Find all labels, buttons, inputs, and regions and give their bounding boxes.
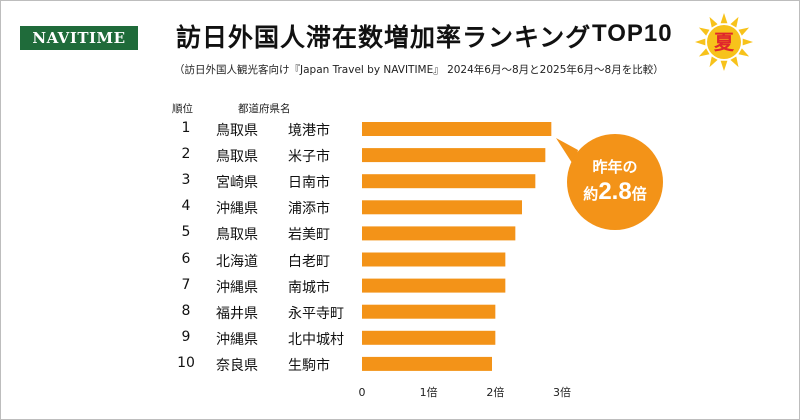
- sun-ray: [698, 48, 710, 57]
- city-label: 白老町: [288, 253, 330, 270]
- callout-value: 2.8: [598, 178, 632, 205]
- season-badge-text: 夏: [714, 30, 735, 54]
- rank-label: 3: [181, 172, 191, 189]
- chart-title: 訪日外国人滞在数増加率ランキング: [176, 23, 592, 52]
- sun-ray: [742, 38, 753, 46]
- bar: [362, 278, 506, 293]
- city-label: 米子市: [288, 149, 330, 166]
- city-label: 生駒市: [288, 357, 330, 374]
- city-label: 岩美町: [288, 227, 330, 244]
- city-label: 日南市: [288, 175, 330, 192]
- prefecture-label: 宮崎県: [216, 175, 258, 192]
- sun-ray: [720, 60, 728, 71]
- x-tick-label: 0: [359, 386, 366, 399]
- prefecture-label: 沖縄県: [216, 331, 258, 348]
- rank-label: 1: [181, 120, 191, 136]
- area-header: 都道府県名: [238, 103, 291, 115]
- navitime-logo: NAVITIME: [20, 26, 138, 50]
- x-tick-label: 2倍: [486, 385, 504, 399]
- rank-label: 2: [181, 146, 191, 163]
- rank-label: 9: [181, 328, 191, 345]
- sun-ray: [720, 13, 728, 24]
- callout-line1: 昨年の: [592, 158, 638, 176]
- city-label: 境港市: [288, 123, 330, 139]
- prefecture-label: 福井県: [216, 305, 258, 322]
- rank-label: 7: [181, 276, 191, 293]
- sun-ray: [709, 56, 718, 68]
- sun-ray: [709, 16, 718, 28]
- bar: [362, 122, 552, 136]
- city-label: 永平寺町: [288, 305, 344, 322]
- sun-ray: [695, 38, 706, 46]
- callout-prefix: 約: [583, 185, 599, 203]
- callout-suffix: 倍: [631, 185, 647, 203]
- bar: [362, 356, 492, 371]
- prefecture-label: 鳥取県: [216, 149, 258, 166]
- bar: [362, 174, 536, 189]
- city-label: 浦添市: [288, 201, 330, 218]
- bar: [362, 148, 546, 163]
- bar: [362, 330, 496, 345]
- x-tick-label: 3倍: [553, 385, 571, 399]
- sun-ray: [730, 56, 739, 68]
- rank-label: 4: [181, 198, 191, 215]
- rank-header: 順位: [172, 103, 193, 115]
- x-tick-label: 1倍: [420, 385, 438, 399]
- prefecture-label: 沖縄県: [216, 279, 258, 296]
- callout-badge: 昨年の 約2.8倍: [567, 134, 663, 230]
- sun-ray: [698, 27, 710, 36]
- city-label: 北中城村: [288, 331, 344, 348]
- rank-label: 5: [181, 224, 191, 241]
- rank-label: 8: [181, 302, 191, 319]
- prefecture-label: 鳥取県: [216, 123, 258, 139]
- prefecture-label: 沖縄県: [216, 201, 258, 218]
- rank-label: 10: [177, 354, 195, 371]
- chart-subtitle: （訪日外国人観光客向け『Japan Travel by NAVITIME』 20…: [174, 64, 664, 76]
- prefecture-label: 北海道: [216, 253, 258, 270]
- prefecture-label: 鳥取県: [216, 227, 258, 244]
- bar: [362, 200, 522, 215]
- prefecture-label: 奈良県: [216, 357, 258, 374]
- sun-icon: 夏: [695, 13, 753, 71]
- title-top10: TOP10: [592, 20, 673, 47]
- bar: [362, 304, 496, 319]
- bar: [362, 226, 516, 241]
- bar: [362, 252, 506, 267]
- sun-ray: [730, 16, 739, 28]
- callout-line2: 約2.8倍: [567, 178, 663, 206]
- sun-ray: [738, 48, 750, 57]
- rank-label: 6: [181, 250, 191, 267]
- sun-ray: [738, 27, 750, 36]
- city-label: 南城市: [288, 279, 330, 296]
